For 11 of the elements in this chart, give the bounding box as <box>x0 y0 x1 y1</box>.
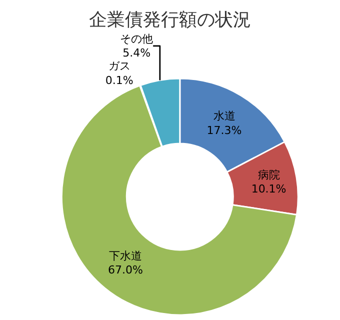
slice-label: ガス <box>108 60 130 73</box>
chart-title: 企業債発行額の状況 <box>89 9 251 30</box>
slice-label: その他 <box>120 32 154 46</box>
slice-label: 水道 <box>213 110 236 123</box>
data-label: 5.4% <box>122 46 151 60</box>
data-label: 10.1% <box>251 182 286 196</box>
data-label: 67.0% <box>108 264 143 277</box>
slice-label: 病院 <box>258 168 280 182</box>
data-label: 17.3% <box>206 124 242 138</box>
data-label: 0.1% <box>105 74 134 87</box>
slice-label: 下水道 <box>108 249 142 262</box>
